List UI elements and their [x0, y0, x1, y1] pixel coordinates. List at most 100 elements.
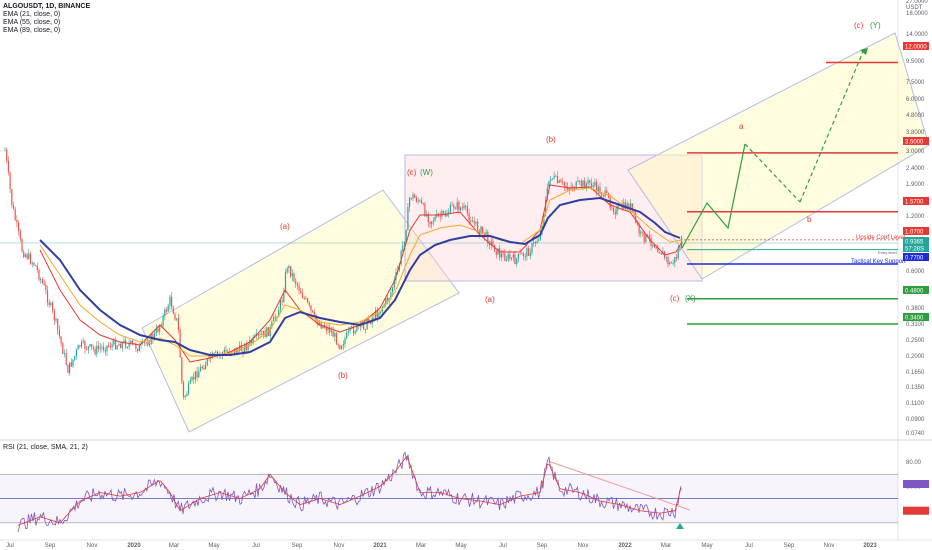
- candle-body: [242, 351, 244, 353]
- candle-body: [495, 251, 497, 255]
- candle-body: [70, 362, 72, 367]
- wave-label-y: (Y): [870, 21, 881, 30]
- candle-body: [601, 193, 603, 196]
- candle-body: [79, 345, 81, 347]
- candle-body: [347, 330, 349, 333]
- candle-body: [640, 231, 642, 234]
- price-label: 0.9365: [905, 240, 924, 246]
- candle-body: [12, 205, 15, 210]
- candle-body: [611, 207, 613, 209]
- candle-body: [216, 351, 219, 355]
- candle-body: [516, 258, 518, 265]
- candle-body: [72, 359, 74, 367]
- candle-body: [21, 239, 23, 252]
- candle-body: [94, 348, 96, 355]
- candle-body: [53, 309, 55, 321]
- candle-body: [366, 318, 368, 330]
- candle-body: [176, 318, 178, 320]
- candle-body: [657, 248, 659, 253]
- wave-label-c3: (c): [854, 21, 864, 30]
- candle-body: [400, 251, 402, 265]
- candle-body: [99, 347, 101, 349]
- price-label: 0.4800: [905, 289, 924, 295]
- candle-body: [643, 232, 645, 242]
- symbol-label[interactable]: ALGOUSDT, 1D, BINANCE: [3, 3, 91, 10]
- candle-body: [198, 371, 200, 378]
- candle-body: [9, 172, 11, 190]
- candle-body: [390, 292, 392, 299]
- candle-body: [453, 205, 455, 209]
- candle-body: [346, 332, 348, 339]
- candle-body: [614, 212, 616, 215]
- candle-body: [252, 337, 254, 344]
- candle-body: [432, 220, 434, 222]
- price-tick: 18.0000: [906, 11, 928, 17]
- wave-label-a1: (a): [280, 222, 290, 231]
- rsi-legend[interactable]: RSI (21, close, SMA, 21, 2): [3, 444, 88, 451]
- candle-body: [152, 334, 154, 340]
- candle-body: [504, 253, 506, 261]
- candle-body: [613, 207, 615, 213]
- candle-body: [511, 257, 513, 259]
- candle-body: [40, 279, 42, 281]
- price-tick: 1.9000: [906, 182, 925, 188]
- candle-body: [550, 178, 552, 181]
- candle-body: [286, 268, 288, 273]
- ema21-label[interactable]: EMA (21, close, 0): [3, 11, 61, 18]
- candle-body: [563, 182, 565, 187]
- candle-body: [257, 333, 259, 336]
- wave-label-x: (X): [685, 294, 696, 303]
- candle-body: [96, 345, 98, 355]
- candle-body: [7, 160, 9, 173]
- candle-body: [262, 330, 264, 335]
- candle-body: [524, 256, 526, 257]
- candle-body: [579, 180, 581, 182]
- ema55-label[interactable]: EMA (55, close, 0): [3, 19, 61, 26]
- price-label-box: [903, 286, 929, 294]
- candle-body: [500, 253, 502, 258]
- candle-body: [434, 216, 436, 221]
- candle-body: [597, 187, 599, 192]
- price-label-box: [903, 137, 929, 145]
- wave-label-b3: b: [807, 215, 812, 224]
- candle-body: [398, 264, 400, 270]
- candle-body: [505, 259, 508, 261]
- candle-body: [417, 200, 419, 202]
- candle-body: [456, 202, 458, 210]
- price-label-box: [903, 313, 929, 321]
- candle-body: [580, 181, 582, 187]
- candle-body: [463, 205, 465, 208]
- candle-body: [108, 345, 110, 347]
- price-label-box: [903, 42, 929, 50]
- candle-body: [278, 309, 280, 317]
- candle-body: [237, 350, 239, 353]
- candle-body: [322, 325, 324, 329]
- price-tick: 3.0000: [906, 149, 925, 155]
- candle-body: [363, 324, 365, 330]
- candle-body: [446, 214, 448, 217]
- candle-body: [113, 340, 115, 345]
- candle-body: [213, 352, 215, 354]
- candle-body: [499, 248, 501, 258]
- candle-body: [69, 362, 71, 373]
- candle-body: [301, 293, 304, 298]
- candle-body: [165, 309, 168, 312]
- candle-body: [284, 272, 287, 293]
- candle-body: [55, 318, 57, 321]
- candle-body: [546, 187, 548, 201]
- candle-body: [385, 297, 387, 305]
- candle-body: [568, 188, 570, 190]
- candle-body: [393, 279, 395, 288]
- candle-body: [653, 244, 655, 248]
- candle-body: [553, 175, 555, 179]
- ema89-label[interactable]: EMA (89, close, 0): [3, 27, 61, 34]
- candle-body: [75, 349, 77, 356]
- chart-legend: ALGOUSDT, 1D, BINANCE EMA (21, close, 0)…: [3, 3, 90, 35]
- candle-body: [410, 197, 412, 199]
- candle-body: [344, 338, 346, 345]
- candle-body: [509, 254, 511, 259]
- projection-arrow: [860, 48, 868, 55]
- candle-body: [339, 345, 341, 350]
- candle-body: [392, 287, 394, 293]
